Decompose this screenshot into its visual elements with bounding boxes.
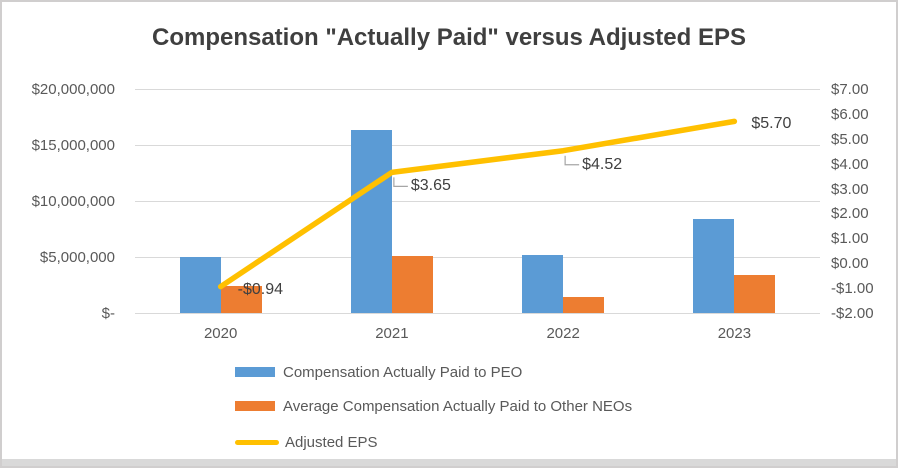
- eps-point-label: $4.52: [582, 155, 623, 173]
- bar-neo-2021: [391, 255, 433, 313]
- label-leader-line: [393, 177, 408, 187]
- bar-swatch-icon: [235, 367, 275, 377]
- bar-neo-2023: [734, 274, 776, 313]
- x-axis-label: 2021: [375, 325, 409, 342]
- gridline: [135, 313, 820, 314]
- legend-item: Compensation Actually Paid to PEO: [235, 364, 522, 380]
- bar-neo-2022: [563, 297, 605, 313]
- bottom-strip: [2, 459, 896, 466]
- right-axis-tick-label: $0.00: [831, 255, 869, 273]
- right-axis-tick-label: -$2.00: [831, 305, 874, 322]
- right-axis-tick-label: -$1.00: [831, 280, 874, 298]
- eps-point-label: -$0.94: [237, 280, 283, 298]
- x-axis-label: 2022: [546, 325, 580, 342]
- left-axis-tick-label: $10,000,000: [31, 193, 115, 210]
- x-axis-label: 2020: [203, 325, 238, 342]
- right-axis-tick-label: $5.00: [831, 130, 869, 148]
- legend-label: Average Compensation Actually Paid to Ot…: [283, 397, 633, 415]
- right-axis-tick-label: $6.00: [831, 105, 869, 123]
- eps-line-swatch-icon: [235, 439, 279, 445]
- right-axis-tick-label: $1.00: [831, 230, 869, 248]
- bar-swatch-icon: [235, 401, 275, 411]
- right-axis-tick-label: $2.00: [831, 205, 869, 223]
- bar-peo-2021: [350, 130, 392, 313]
- chart-title: Compensation "Actually Paid" versus Adju…: [151, 24, 746, 51]
- bar-peo-2020: [179, 257, 221, 313]
- label-leader-line: [564, 155, 580, 166]
- right-axis-tick-label: $4.00: [831, 155, 869, 173]
- right-axis-tick-label: $3.00: [831, 180, 869, 198]
- adjusted-eps-line: [217, 118, 738, 290]
- legend-label: Compensation Actually Paid to PEO: [283, 363, 523, 381]
- x-axis-label: 2023: [717, 325, 752, 342]
- eps-point-label: $3.65: [410, 177, 451, 195]
- bar-peo-2023: [693, 218, 735, 313]
- left-axis-tick-label: $5,000,000: [39, 249, 115, 266]
- bar-peo-2022: [522, 254, 564, 313]
- left-axis-tick-label: $-: [101, 305, 115, 322]
- gridline: [135, 89, 820, 90]
- legend-item: Adjusted EPS: [235, 434, 378, 450]
- left-axis-tick-label: $15,000,000: [31, 137, 115, 154]
- bar-neo-2020: [220, 286, 262, 313]
- legend-label: Adjusted EPS: [285, 433, 378, 451]
- left-axis-tick-label: $20,000,000: [31, 81, 115, 98]
- eps-point-label: $5.70: [751, 115, 792, 133]
- gridline: [135, 145, 820, 146]
- right-axis-tick-label: $7.00: [831, 81, 869, 98]
- legend-item: Average Compensation Actually Paid to Ot…: [235, 398, 632, 414]
- gridline: [135, 201, 820, 202]
